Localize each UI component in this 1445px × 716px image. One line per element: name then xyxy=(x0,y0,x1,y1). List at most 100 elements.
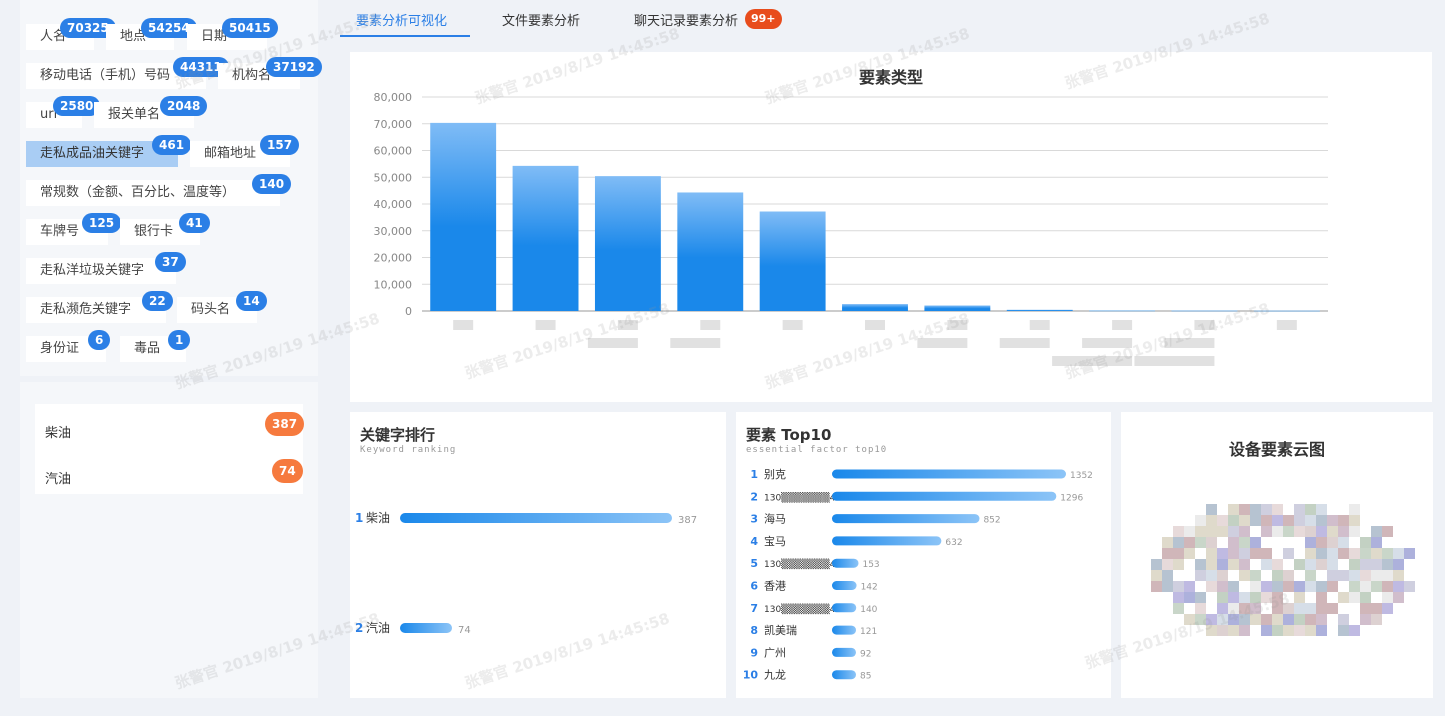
tag-count-badge: 14 xyxy=(236,291,267,311)
keyword-item-gasoline[interactable]: 汽油 xyxy=(45,472,72,487)
x-tick-label-redacted xyxy=(1276,320,1297,330)
x-tick-label-redacted xyxy=(453,320,474,330)
cloud-cell-redacted xyxy=(1349,559,1360,570)
cloud-cell-redacted xyxy=(1228,614,1239,625)
bar xyxy=(1006,309,1073,311)
cloud-cell-redacted xyxy=(1228,515,1239,526)
tab-file-element-analysis[interactable]: 文件要素分析 xyxy=(502,14,581,29)
cloud-cell-redacted xyxy=(1228,592,1239,603)
cloud-cell-redacted xyxy=(1349,504,1360,515)
x-tick-label-redacted xyxy=(670,338,721,348)
bar xyxy=(1089,310,1156,312)
cloud-cell-redacted xyxy=(1305,581,1316,592)
cloud-cell-redacted xyxy=(1360,603,1371,614)
cloud-cell-redacted xyxy=(1349,625,1360,636)
x-tick-label-redacted xyxy=(1082,338,1133,348)
cloud-cell-redacted xyxy=(1173,603,1184,614)
tag-count-badge: 37192 xyxy=(266,57,322,77)
device-element-cloud-card: 设备要素云图 xyxy=(1121,412,1433,698)
cloud-cell-redacted xyxy=(1250,570,1261,581)
keyword-count-badge: 74 xyxy=(272,459,303,483)
cloud-cell-redacted xyxy=(1316,592,1327,603)
cloud-cell-redacted xyxy=(1228,559,1239,570)
x-tick-label-redacted xyxy=(1164,338,1215,348)
keyword-ranking-title: 关键字排行 xyxy=(360,426,436,444)
tag-regular-number[interactable]: 常规数（金额、百分比、温度等） xyxy=(26,180,280,206)
chat-unread-badge: 99+ xyxy=(745,9,782,29)
cloud-cell-redacted xyxy=(1261,559,1272,570)
cloud-cell-redacted xyxy=(1217,625,1228,636)
cloud-cell-redacted xyxy=(1173,592,1184,603)
top10-value: 852 xyxy=(983,516,1000,526)
cloud-cell-redacted xyxy=(1184,581,1195,592)
cloud-cell-redacted xyxy=(1371,603,1382,614)
top10-rank: 6 xyxy=(750,580,758,593)
cloud-cell-redacted xyxy=(1316,625,1327,636)
cloud-cell-redacted xyxy=(1228,625,1239,636)
cloud-cell-redacted xyxy=(1206,559,1217,570)
top10-label: 130▒▒▒▒▒▒▒4 xyxy=(764,491,836,503)
cloud-cell-redacted xyxy=(1349,515,1360,526)
tag-count-badge: 1 xyxy=(168,330,191,350)
top10-value: 140 xyxy=(860,605,877,615)
cloud-cell-redacted xyxy=(1239,526,1250,537)
cloud-cell-redacted xyxy=(1382,570,1393,581)
cloud-cell-redacted xyxy=(1272,603,1283,614)
rank-value: 387 xyxy=(678,515,697,526)
cloud-cell-redacted xyxy=(1195,537,1206,548)
tab-chat-element-analysis[interactable]: 聊天记录要素分析 xyxy=(634,14,739,29)
cloud-cell-redacted xyxy=(1217,515,1228,526)
x-tick-label-redacted xyxy=(587,338,638,348)
keyword-ranking-chart: 1 柴油 387 2 汽油 74 xyxy=(355,511,697,636)
cloud-cell-redacted xyxy=(1371,559,1382,570)
cloud-cell-redacted xyxy=(1283,526,1294,537)
top10-rank: 2 xyxy=(750,490,758,503)
cloud-cell-redacted xyxy=(1327,559,1338,570)
tag-waste-smuggling-keyword[interactable]: 走私洋垃圾关键字 xyxy=(26,258,176,284)
cloud-cell-redacted xyxy=(1217,559,1228,570)
cloud-cell-redacted xyxy=(1173,548,1184,559)
cloud-cell-redacted xyxy=(1349,581,1360,592)
rank-label: 汽油 xyxy=(366,620,390,635)
cloud-cell-redacted xyxy=(1327,603,1338,614)
x-tick-label-redacted xyxy=(1112,320,1133,330)
top10-label: 香港 xyxy=(764,580,786,593)
cloud-cell-redacted xyxy=(1305,603,1316,614)
cloud-cell-redacted xyxy=(1393,592,1404,603)
cloud-cell-redacted xyxy=(1151,581,1162,592)
cloud-cell-redacted xyxy=(1184,614,1195,625)
tag-bank-card[interactable]: 银行卡 xyxy=(120,219,200,245)
cloud-cell-redacted xyxy=(1283,603,1294,614)
cloud-cell-redacted xyxy=(1217,581,1228,592)
cloud-cell-redacted xyxy=(1371,537,1382,548)
element-type-panel: 人名 70325 地点 54254 日期 50415 移动电话（手机）号码 44… xyxy=(20,0,322,376)
cloud-cell-redacted xyxy=(1327,515,1338,526)
y-tick-label: 80,000 xyxy=(374,91,413,104)
cloud-cell-redacted xyxy=(1261,548,1272,559)
tag-count-badge: 37 xyxy=(155,252,186,272)
cloud-cell-redacted xyxy=(1338,592,1349,603)
cloud-cell-redacted xyxy=(1184,537,1195,548)
top10-rank: 1 xyxy=(750,468,758,481)
cloud-cell-redacted xyxy=(1261,515,1272,526)
tag-count-badge: 22 xyxy=(142,291,173,311)
cloud-cell-redacted xyxy=(1338,515,1349,526)
cloud-cell-redacted xyxy=(1382,559,1393,570)
top10-rank: 3 xyxy=(750,513,758,526)
cloud-cell-redacted xyxy=(1228,526,1239,537)
top10-label: 广州 xyxy=(764,646,786,659)
tag-count-badge: 54254 xyxy=(141,18,197,38)
y-tick-label: 50,000 xyxy=(374,171,413,184)
tab-bar: 要素分析可视化 文件要素分析 聊天记录要素分析 99+ xyxy=(340,0,1440,38)
cloud-cell-redacted xyxy=(1338,526,1349,537)
cloud-cell-redacted xyxy=(1228,581,1239,592)
keyword-item-diesel[interactable]: 柴油 xyxy=(45,426,72,441)
top10-label: 海马 xyxy=(764,512,786,526)
tab-element-visualization[interactable]: 要素分析可视化 xyxy=(356,14,448,29)
cloud-cell-redacted xyxy=(1173,559,1184,570)
tag-email[interactable]: 邮箱地址 xyxy=(190,141,290,167)
tag-count-badge: 6 xyxy=(88,330,111,350)
cloud-cell-redacted xyxy=(1338,570,1349,581)
bar xyxy=(594,176,661,311)
bar xyxy=(1253,310,1320,312)
